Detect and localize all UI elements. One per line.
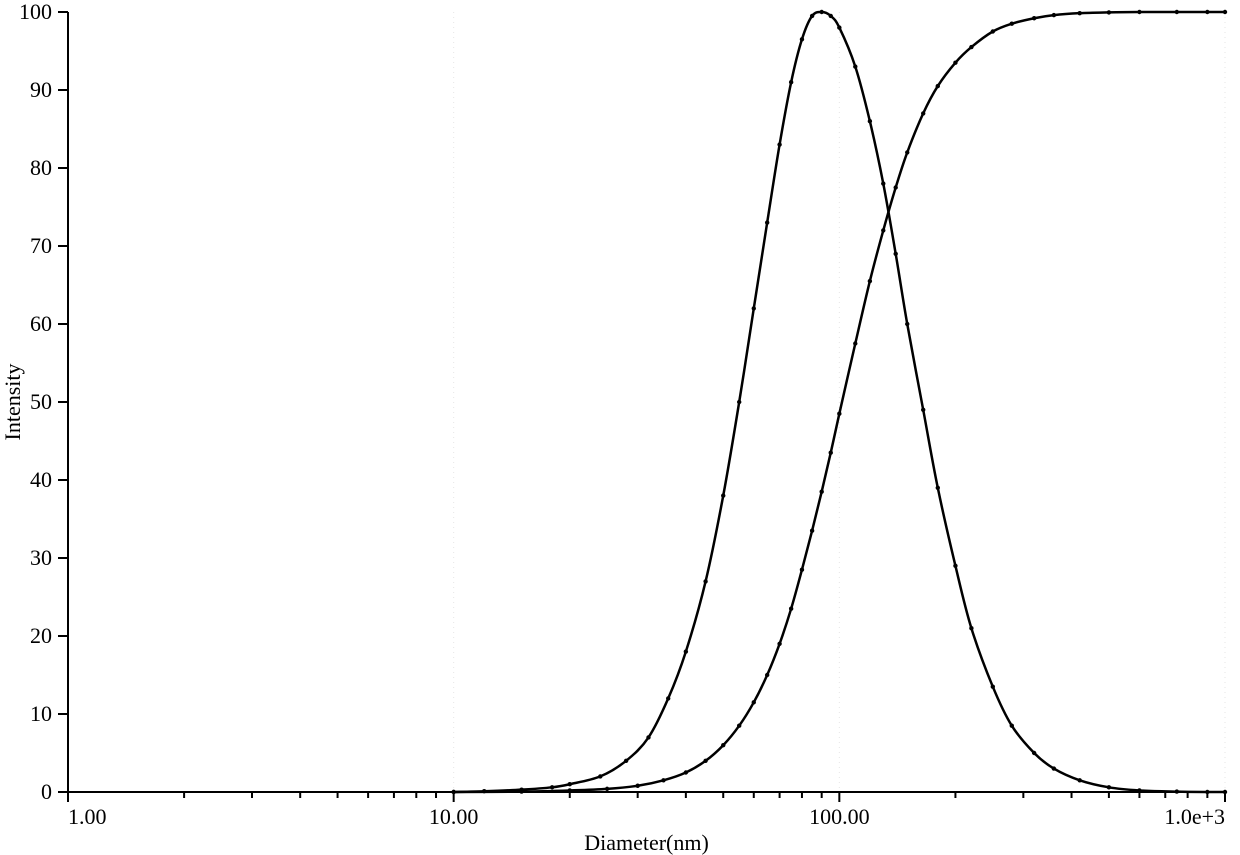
svg-text:100.00: 100.00 xyxy=(809,804,870,829)
svg-text:30: 30 xyxy=(30,545,52,570)
size-distribution-chart: 0 10 20 30 40 50 60 70 80 90 100 Intensity 1.00 10.00… xyxy=(0,0,1240,855)
svg-text:1.00: 1.00 xyxy=(68,804,107,829)
svg-text:70: 70 xyxy=(30,233,52,258)
svg-text:60: 60 xyxy=(30,311,52,336)
svg-text:Diameter(nm): Diameter(nm) xyxy=(584,830,709,855)
svg-text:10.00: 10.00 xyxy=(429,804,479,829)
svg-text:0: 0 xyxy=(41,779,52,804)
chart-svg: 0 10 20 30 40 50 60 70 80 90 100 Intensity 1.00 10.00… xyxy=(0,0,1240,855)
svg-text:Intensity: Intensity xyxy=(0,364,25,441)
svg-text:90: 90 xyxy=(30,77,52,102)
svg-text:100: 100 xyxy=(19,0,52,24)
svg-text:1.0e+3: 1.0e+3 xyxy=(1164,804,1225,829)
svg-text:10: 10 xyxy=(30,701,52,726)
svg-text:80: 80 xyxy=(30,155,52,180)
svg-text:40: 40 xyxy=(30,467,52,492)
svg-text:50: 50 xyxy=(30,389,52,414)
svg-text:20: 20 xyxy=(30,623,52,648)
